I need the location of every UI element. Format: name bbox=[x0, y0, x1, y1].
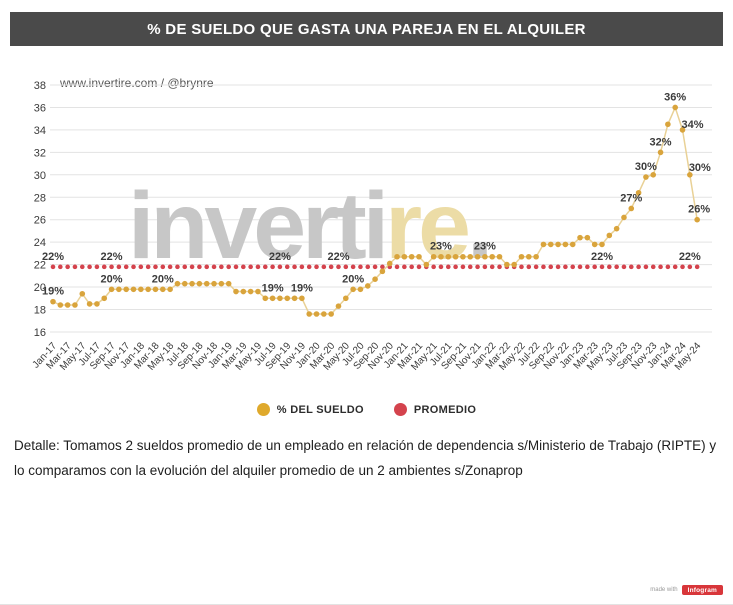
svg-text:20: 20 bbox=[34, 282, 46, 294]
legend-item-promedio: PROMEDIO bbox=[393, 403, 477, 416]
chart-title: % DE SUELDO QUE GASTA UNA PAREJA EN EL A… bbox=[147, 20, 586, 38]
svg-text:24: 24 bbox=[34, 237, 46, 249]
chart-title-bar: % DE SUELDO QUE GASTA UNA PAREJA EN EL A… bbox=[10, 12, 723, 46]
svg-text:30%: 30% bbox=[635, 161, 657, 173]
svg-text:19%: 19% bbox=[291, 282, 313, 294]
svg-text:19%: 19% bbox=[42, 286, 64, 298]
legend-label-promedio: PROMEDIO bbox=[413, 403, 477, 416]
legend-item-sueldo: % DEL SUELDO bbox=[256, 403, 364, 416]
svg-text:22%: 22% bbox=[679, 251, 701, 263]
svg-text:20%: 20% bbox=[152, 273, 174, 285]
svg-text:19%: 19% bbox=[262, 282, 284, 294]
legend-dot-yellow-icon bbox=[256, 403, 270, 416]
svg-text:32: 32 bbox=[34, 147, 46, 159]
svg-text:23%: 23% bbox=[430, 241, 452, 253]
detail-note: Detalle: Tomamos 2 sueldos promedio de u… bbox=[14, 438, 717, 478]
svg-text:16: 16 bbox=[34, 327, 46, 339]
svg-text:26%: 26% bbox=[688, 204, 710, 216]
svg-text:36: 36 bbox=[34, 102, 46, 114]
made-with-label: made with bbox=[650, 587, 678, 593]
svg-text:22%: 22% bbox=[269, 251, 291, 263]
x-axis-labels: Jan-17Mar-17May-17Jul-17Sep-17Nov-17Jan-… bbox=[31, 340, 704, 372]
chart-canvas: 38 36 34 32 30 28 26 24 22 20 18 16 invertire. 22% 22%… bbox=[28, 68, 733, 380]
svg-text:27%: 27% bbox=[620, 192, 642, 204]
grid: 38 36 34 32 30 28 26 24 22 20 18 16 bbox=[34, 80, 712, 339]
svg-text:22%: 22% bbox=[42, 251, 64, 263]
svg-text:36%: 36% bbox=[664, 91, 686, 103]
svg-text:30: 30 bbox=[34, 170, 46, 182]
svg-text:34: 34 bbox=[34, 125, 46, 137]
svg-text:22%: 22% bbox=[327, 251, 349, 263]
footer: made with Infogram bbox=[650, 585, 723, 595]
infogram-badge[interactable]: Infogram bbox=[681, 585, 723, 595]
svg-text:22%: 22% bbox=[101, 251, 123, 263]
legend-label-sueldo: % DEL SUELDO bbox=[276, 403, 364, 416]
svg-text:18: 18 bbox=[34, 305, 46, 317]
svg-text:38: 38 bbox=[34, 80, 46, 92]
svg-text:34%: 34% bbox=[682, 119, 704, 131]
svg-text:23%: 23% bbox=[474, 241, 496, 253]
source-attribution: www.invertire.com / @brynre bbox=[60, 76, 214, 90]
svg-text:32%: 32% bbox=[650, 136, 672, 148]
svg-text:26: 26 bbox=[34, 215, 46, 227]
legend-dot-red-icon bbox=[393, 403, 407, 416]
svg-text:20%: 20% bbox=[101, 273, 123, 285]
watermark: invertire. bbox=[128, 173, 489, 279]
svg-text:22%: 22% bbox=[591, 251, 613, 263]
series-sueldo: 19% 20% 20% 19% 19% 20% 23% 23% 27% 30% 32% 36% 34% 3… bbox=[42, 91, 711, 317]
svg-text:22: 22 bbox=[34, 260, 46, 272]
chart-legend: % DEL SUELDO PROMEDIO bbox=[0, 403, 733, 416]
svg-text:20%: 20% bbox=[342, 273, 364, 285]
svg-text:30%: 30% bbox=[689, 162, 711, 174]
svg-text:28: 28 bbox=[34, 192, 46, 204]
